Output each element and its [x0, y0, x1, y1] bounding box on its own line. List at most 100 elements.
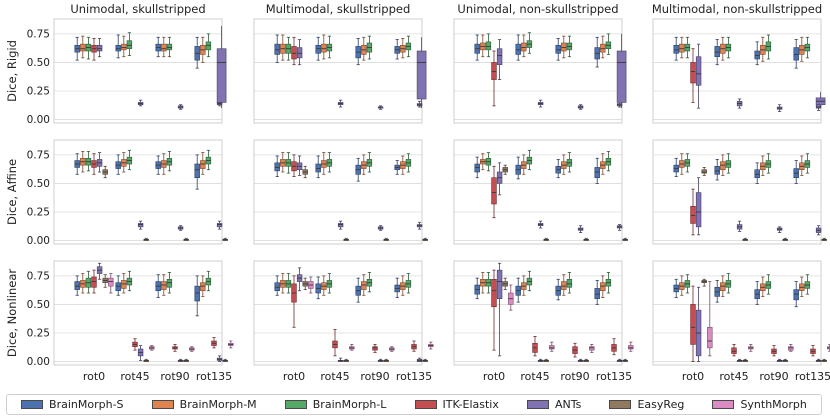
box-brainmorph-l-rot45	[725, 273, 732, 294]
box-brainmorph-m-rot135	[400, 155, 406, 175]
box-brainmorph-m-rot45	[321, 275, 327, 296]
box-easyreg-rot90	[583, 237, 589, 241]
box-brainmorph-l-rot0	[85, 270, 92, 294]
box-brainmorph-l-rot45	[126, 32, 133, 56]
box-brainmorph-s-rot0	[474, 156, 480, 179]
box-brainmorph-m-rot0	[280, 273, 286, 294]
box-ants-rot90	[177, 225, 184, 231]
box-body	[714, 165, 720, 175]
panel-frame	[53, 18, 223, 124]
box-itk-elastix-rot0	[491, 50, 497, 107]
box-brainmorph-m-rot45	[720, 275, 726, 297]
box-easyreg-rot0	[102, 274, 108, 288]
box-ants-rot0	[496, 39, 503, 80]
box-easyreg-rot45	[343, 237, 349, 241]
box-brainmorph-l-rot135	[605, 151, 612, 172]
box-ants-rot135	[616, 224, 623, 231]
column-title-unimodal-non-skullstripped: Unimodal, non-skullstripped	[457, 2, 618, 16]
box-brainmorph-m-rot0	[480, 153, 486, 171]
box-brainmorph-l-rot90	[765, 274, 772, 295]
box-body	[788, 346, 794, 351]
box-body	[594, 288, 600, 300]
box-synthmorph-rot45	[149, 345, 155, 351]
box-brainmorph-l-rot135	[405, 35, 412, 58]
box-easyreg-rot90	[782, 237, 788, 241]
box-ants-rot90	[776, 104, 783, 112]
box-itk-elastix-rot135	[411, 340, 417, 352]
box-itk-elastix-rot0	[491, 269, 497, 351]
box-brainmorph-s-rot0	[74, 275, 80, 296]
box-brainmorph-l-rot45	[326, 152, 333, 173]
box-body	[690, 62, 696, 84]
box-body	[115, 282, 121, 292]
box-brainmorph-m-rot135	[400, 38, 406, 59]
box-brainmorph-m-rot0	[80, 151, 86, 173]
box-itk-elastix-rot90	[771, 345, 777, 357]
box-brainmorph-s-rot45	[115, 154, 121, 175]
box-brainmorph-s-rot135	[594, 157, 600, 184]
box-ants-rot0	[96, 152, 103, 173]
box-synthmorph-rot0	[707, 281, 713, 357]
legend-swatch	[21, 400, 44, 409]
panel-frame	[453, 139, 623, 245]
box-brainmorph-s-rot90	[555, 38, 561, 61]
box-brainmorph-l-rot45	[526, 32, 533, 54]
box-brainmorph-l-rot135	[205, 270, 212, 292]
box-brainmorph-s-rot90	[355, 157, 361, 182]
box-ants-rot90	[177, 358, 184, 362]
box-body	[137, 223, 144, 228]
box-body	[200, 160, 206, 169]
box-body	[673, 44, 679, 54]
box-ants-rot0	[496, 262, 503, 357]
box-brainmorph-s-rot90	[555, 159, 561, 179]
box-brainmorph-l-rot135	[205, 33, 212, 58]
box-body	[274, 162, 280, 172]
y-tick-label: 0.50	[27, 178, 50, 190]
box-brainmorph-l-rot45	[526, 149, 533, 171]
box-body	[485, 41, 492, 51]
box-synthmorph-rot135	[228, 340, 234, 349]
column-title-multimodal-skullstripped: Multimodal, skullstripped	[266, 2, 411, 16]
x-tick-label-rot135: rot135	[795, 370, 830, 383]
box-body	[121, 43, 127, 51]
box-brainmorph-s-rot135	[793, 160, 799, 184]
box-brainmorph-m-rot0	[480, 34, 486, 58]
box-ants-rot45	[736, 98, 743, 109]
box-brainmorph-m-rot45	[121, 152, 127, 173]
box-itk-elastix-rot45	[332, 329, 338, 357]
box-brainmorph-l-rot0	[85, 151, 92, 172]
box-ants-rot45	[736, 220, 743, 232]
box-brainmorph-s-rot135	[594, 36, 600, 68]
box-brainmorph-l-rot135	[605, 272, 612, 294]
box-ants-rot90	[577, 104, 584, 110]
box-brainmorph-m-rot135	[799, 36, 805, 62]
box-brainmorph-m-rot90	[161, 274, 167, 296]
box-synthmorph-rot135	[428, 341, 434, 350]
box-body	[589, 346, 595, 351]
box-body	[496, 269, 503, 300]
box-body	[315, 163, 321, 173]
box-ants-rot0	[96, 38, 103, 58]
legend-label: BrainMorph-L	[312, 398, 387, 411]
box-brainmorph-l-rot0	[285, 36, 292, 61]
box-ants-rot135	[616, 358, 623, 362]
panel-frame	[53, 260, 223, 366]
box-synthmorph-rot90	[389, 346, 395, 352]
box-brainmorph-m-rot0	[80, 35, 86, 59]
x-tick-label-rot0: rot0	[682, 370, 704, 383]
x-tick-label-rot135: rot135	[596, 370, 632, 383]
box-overlay-ants-rot135	[616, 33, 627, 109]
box-easyreg-rot135	[622, 237, 628, 241]
box-brainmorph-m-rot135	[200, 275, 206, 297]
box-easyreg-rot0	[701, 278, 707, 287]
box-body	[690, 304, 696, 345]
box-brainmorph-l-rot90	[366, 152, 373, 173]
box-ants-rot90	[776, 226, 783, 233]
box-body	[91, 276, 97, 288]
legend-swatch	[712, 400, 735, 409]
box-brainmorph-m-rot90	[760, 36, 766, 62]
x-tick-label-rot0: rot0	[283, 370, 305, 383]
box-easyreg-rot90	[383, 358, 389, 362]
box-brainmorph-s-rot45	[515, 277, 521, 303]
